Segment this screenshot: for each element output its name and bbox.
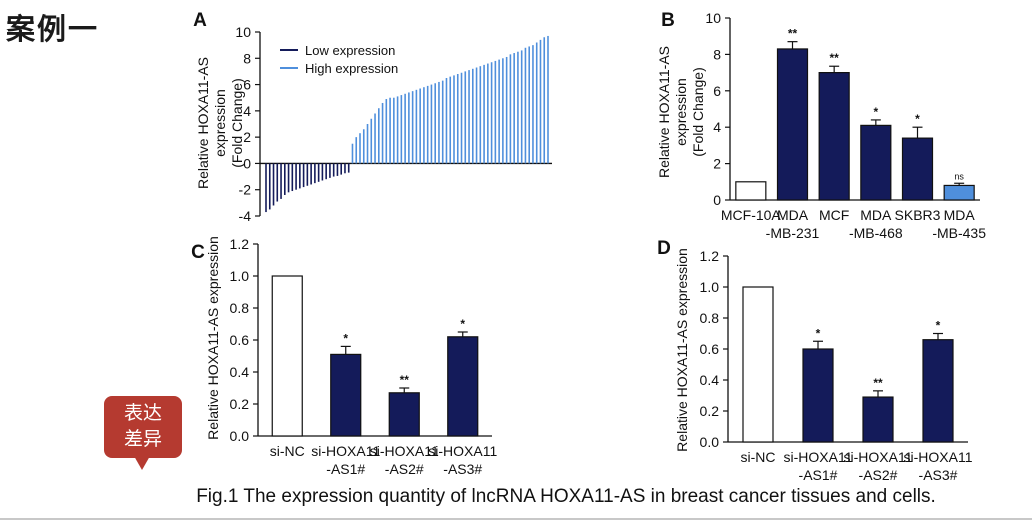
panel-b-x-tick-label: -MB-468 [849,225,903,241]
panel-c-x-tick-label: si-NC [270,443,305,459]
panel-a-y-tick-label: 0 [243,155,251,171]
panel-d-bar [862,396,894,443]
panel-b-y-tick-label: 4 [713,119,721,135]
panel-c-x-tick-label: si-HOXA11 [311,443,380,459]
panel-c-y-tick-label: 1.2 [230,236,250,252]
panel-b-y-tick-label: 2 [713,156,721,172]
panel-d-y-tick-label: 0.2 [700,403,720,419]
panel-d-y-tick-label: 1.0 [700,279,720,295]
panel-b-bar [776,48,809,201]
expression-difference-callout: 表达 差异 [104,396,182,470]
panel-c-y-tick-label: 0.2 [230,396,250,412]
panel-a-legend-label-low: Low expression [305,43,395,58]
panel-c-y-tick-label: 0.4 [230,364,250,380]
panel-c-x-tick-label: si-HOXA11 [370,443,439,459]
panel-c-x-tick-label: -AS1# [326,461,365,477]
callout-text-line2: 差异 [123,429,162,450]
panel-b-significance-mark: ** [788,27,798,41]
panel-c-x-tick-label: -AS2# [385,461,424,477]
panel-d-letter: D [657,238,671,259]
panel-b-bar [943,184,975,201]
panel-c-y-tick-label: 0.6 [230,332,250,348]
panel-b-x-tick-label: MCF-10A [721,207,782,223]
panel-b-y-axis-label: Relative HOXA11-AS [656,46,672,178]
panel-d-x-tick-label: si-HOXA11 [904,449,973,465]
panel-d-y-tick-label: 1.2 [700,248,720,264]
panel-c-y-axis-label: Relative HOXA11-AS expression [205,236,221,440]
panel-d-y-axis-label: Relative HOXA11-AS expression [674,248,690,452]
panel-b-x-tick-label: MDA [944,207,976,223]
page-heading: 案例一 [6,12,100,46]
panel-d-y-tick-label: 0.4 [700,372,720,388]
panel-c-significance-mark: * [460,317,465,331]
panel-c-y-tick-label: 0.0 [230,428,250,444]
panel-b-y-axis-label: expression [673,78,689,146]
panel-d-x-tick-label: si-NC [741,449,776,465]
panel-d-significance-mark: * [936,319,941,333]
panel-d-bar [742,286,774,443]
panel-c-bar [388,392,420,437]
panel-b-bar [901,137,934,201]
panel-a-y-axis-label: expression [212,89,228,157]
panel-b-y-tick-label: 0 [713,192,721,208]
panel-b-x-tick-label: MCF [819,207,849,223]
panel-b-bar [735,181,767,201]
panel-a-y-tick-label: -2 [239,182,252,198]
callout-pointer [134,456,150,470]
panel-b-y-tick-label: 10 [705,10,721,26]
panel-c-letter: C [191,242,205,263]
panel-d-significance-mark: * [816,326,821,340]
panel-c-y-tick-label: 0.8 [230,300,250,316]
panel-a-y-tick-label: 4 [243,103,251,119]
callout-box: 表达 差异 [104,396,182,458]
panel-c-x-tick-label: -AS3# [443,461,482,477]
panel-a-legend-label-high: High expression [305,61,398,76]
panel-b-significance-mark: ns [954,171,964,181]
panel-d-x-tick-label: -AS2# [859,467,898,483]
panel-b-y-axis-label: (Fold Change) [690,67,706,157]
callout-text-line1: 表达 [123,403,162,424]
bottom-divider [0,518,1032,520]
panel-d-x-tick-label: si-HOXA11 [844,449,913,465]
panel-c-bar [447,336,479,437]
panel-b-x-tick-label: -MB-231 [766,225,820,241]
panel-a-y-axis-label: Relative HOXA11-AS [195,57,211,189]
panel-d-significance-mark: ** [873,376,883,390]
panel-a-y-axis-label: (Fold Change) [229,78,245,168]
panel-c-bar [271,275,303,437]
panel-d-y-tick-label: 0.0 [700,434,720,450]
panel-b-x-tick-label: MDA [777,207,809,223]
panel-a-y-tick-label: 8 [243,50,251,66]
panel-a-y-tick-label: 6 [243,77,251,93]
panel-b-significance-mark: * [915,112,920,126]
panel-d-bar [922,339,954,443]
panel-d-bar [802,348,834,443]
panel-c-significance-mark: * [343,331,348,345]
panel-d-x-tick-label: si-HOXA11 [784,449,853,465]
panel-b-bar [818,71,850,201]
panel-b-x-tick-label: MDA [860,207,892,223]
panel-b-letter: B [661,10,675,31]
panel-b-significance-mark: ** [829,51,839,65]
panel-c-x-tick-label: si-HOXA11 [428,443,497,459]
panel-d-y-tick-label: 0.6 [700,341,720,357]
panel-a-y-tick-label: -4 [239,208,252,224]
figure-caption: Fig.1 The expression quantity of lncRNA … [196,486,936,507]
panel-b-significance-mark: * [873,105,878,119]
panel-a-letter: A [193,10,207,31]
panel-c-y-tick-label: 1.0 [230,268,250,284]
panel-b-y-tick-label: 6 [713,83,721,99]
panel-b-y-tick-label: 8 [713,46,721,62]
panel-c-significance-mark: ** [400,373,410,387]
panel-b-x-tick-label: SKBR3 [895,207,941,223]
panel-b-bar [860,124,892,201]
panel-b-x-tick-label: -MB-435 [932,225,986,241]
panel-a-y-tick-label: 10 [235,24,251,40]
panel-d-x-tick-label: -AS1# [799,467,838,483]
panel-d-x-tick-label: -AS3# [919,467,958,483]
panel-d-y-tick-label: 0.8 [700,310,720,326]
panel-c-bar [330,353,362,437]
panel-a-y-tick-label: 2 [243,129,251,145]
